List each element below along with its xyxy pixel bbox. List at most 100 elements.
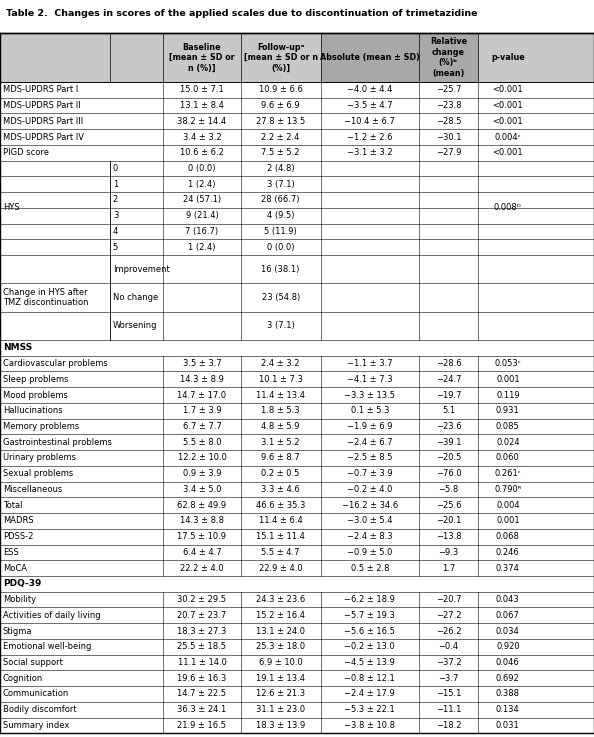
FancyBboxPatch shape bbox=[0, 592, 594, 607]
Text: −1.1 ± 3.7: −1.1 ± 3.7 bbox=[347, 359, 393, 368]
Text: 19.1 ± 13.4: 19.1 ± 13.4 bbox=[256, 674, 305, 682]
FancyBboxPatch shape bbox=[0, 702, 594, 718]
Text: Emotional well-being: Emotional well-being bbox=[3, 642, 91, 652]
Text: MoCA: MoCA bbox=[3, 564, 27, 573]
Text: MDS-UPDRS Part IV: MDS-UPDRS Part IV bbox=[3, 133, 84, 142]
Text: 12.6 ± 21.3: 12.6 ± 21.3 bbox=[256, 690, 305, 699]
Text: 10.6 ± 6.2: 10.6 ± 6.2 bbox=[180, 148, 224, 157]
Text: 0.043: 0.043 bbox=[496, 595, 520, 604]
FancyBboxPatch shape bbox=[0, 82, 594, 98]
Text: 22.9 ± 4.0: 22.9 ± 4.0 bbox=[259, 564, 302, 573]
Text: 0.085: 0.085 bbox=[496, 422, 520, 431]
Text: 0: 0 bbox=[113, 164, 118, 173]
Text: −3.7: −3.7 bbox=[438, 674, 459, 682]
Text: 3.1 ± 5.2: 3.1 ± 5.2 bbox=[261, 438, 300, 447]
Text: Cardiovascular problems: Cardiovascular problems bbox=[3, 359, 108, 368]
Text: 10.9 ± 6.6: 10.9 ± 6.6 bbox=[259, 85, 302, 94]
Text: p-value: p-value bbox=[491, 53, 525, 62]
Text: Bodily discomfort: Bodily discomfort bbox=[3, 705, 77, 714]
Text: −30.1: −30.1 bbox=[436, 133, 461, 142]
Text: 0.053ᶜ: 0.053ᶜ bbox=[494, 359, 522, 368]
Text: Cognition: Cognition bbox=[3, 674, 43, 682]
Text: Activities of daily living: Activities of daily living bbox=[3, 611, 100, 620]
Text: −1.2 ± 2.6: −1.2 ± 2.6 bbox=[347, 133, 393, 142]
Text: −5.8: −5.8 bbox=[438, 485, 459, 494]
Text: Mobility: Mobility bbox=[3, 595, 36, 604]
Text: <0.001: <0.001 bbox=[492, 116, 523, 126]
Text: 30.2 ± 29.5: 30.2 ± 29.5 bbox=[178, 595, 226, 604]
Text: −23.8: −23.8 bbox=[435, 101, 462, 110]
Text: 13.1 ± 24.0: 13.1 ± 24.0 bbox=[256, 626, 305, 635]
Text: 1 (2.4): 1 (2.4) bbox=[188, 242, 216, 251]
Text: 9.6 ± 6.9: 9.6 ± 6.9 bbox=[261, 101, 300, 110]
Text: 14.3 ± 8.8: 14.3 ± 8.8 bbox=[180, 517, 224, 525]
Text: −76.0: −76.0 bbox=[435, 469, 462, 478]
Text: −4.5 ± 13.9: −4.5 ± 13.9 bbox=[345, 658, 395, 667]
Text: 0.388: 0.388 bbox=[496, 690, 520, 699]
FancyBboxPatch shape bbox=[0, 371, 594, 387]
FancyBboxPatch shape bbox=[0, 129, 594, 145]
Text: −2.5 ± 8.5: −2.5 ± 8.5 bbox=[347, 453, 393, 463]
Text: −3.8 ± 10.8: −3.8 ± 10.8 bbox=[345, 721, 395, 730]
Text: 62.8 ± 49.9: 62.8 ± 49.9 bbox=[178, 500, 226, 510]
Text: 6.7 ± 7.7: 6.7 ± 7.7 bbox=[182, 422, 222, 431]
Text: −20.1: −20.1 bbox=[436, 517, 461, 525]
Text: −9.3: −9.3 bbox=[438, 548, 459, 557]
Text: 14.3 ± 8.9: 14.3 ± 8.9 bbox=[180, 375, 224, 384]
Text: 0.004: 0.004 bbox=[496, 500, 520, 510]
FancyBboxPatch shape bbox=[0, 33, 594, 82]
Text: −39.1: −39.1 bbox=[436, 438, 461, 447]
Text: 2.4 ± 3.2: 2.4 ± 3.2 bbox=[261, 359, 300, 368]
Text: −19.7: −19.7 bbox=[436, 391, 461, 399]
Text: 10.1 ± 7.3: 10.1 ± 7.3 bbox=[259, 375, 302, 384]
Text: 22.2 ± 4.0: 22.2 ± 4.0 bbox=[180, 564, 224, 573]
Text: −10.4 ± 6.7: −10.4 ± 6.7 bbox=[345, 116, 395, 126]
Text: 0 (0.0): 0 (0.0) bbox=[267, 242, 295, 251]
Text: 5.5 ± 4.7: 5.5 ± 4.7 bbox=[261, 548, 300, 557]
FancyBboxPatch shape bbox=[0, 240, 594, 255]
Text: 0.246: 0.246 bbox=[496, 548, 520, 557]
Text: −3.0 ± 5.4: −3.0 ± 5.4 bbox=[347, 517, 393, 525]
FancyBboxPatch shape bbox=[0, 356, 594, 371]
Text: 0.9 ± 3.9: 0.9 ± 3.9 bbox=[183, 469, 221, 478]
Text: −23.6: −23.6 bbox=[435, 422, 462, 431]
Text: −37.2: −37.2 bbox=[435, 658, 462, 667]
Text: 4.8 ± 5.9: 4.8 ± 5.9 bbox=[261, 422, 300, 431]
Text: 2: 2 bbox=[113, 195, 118, 204]
Text: 0.034: 0.034 bbox=[496, 626, 520, 635]
Text: Worsening: Worsening bbox=[113, 321, 157, 330]
Text: −0.2 ± 13.0: −0.2 ± 13.0 bbox=[345, 642, 395, 652]
Text: −25.6: −25.6 bbox=[436, 500, 461, 510]
Text: 0.5 ± 2.8: 0.5 ± 2.8 bbox=[350, 564, 389, 573]
Text: 15.2 ± 16.4: 15.2 ± 16.4 bbox=[256, 611, 305, 620]
Text: 0.001: 0.001 bbox=[496, 517, 520, 525]
Text: 11.1 ± 14.0: 11.1 ± 14.0 bbox=[178, 658, 226, 667]
Text: −0.8 ± 12.1: −0.8 ± 12.1 bbox=[345, 674, 395, 682]
Text: 4: 4 bbox=[113, 227, 118, 236]
Text: 2.2 ± 2.4: 2.2 ± 2.4 bbox=[261, 133, 300, 142]
FancyBboxPatch shape bbox=[321, 33, 478, 82]
Text: −27.9: −27.9 bbox=[436, 148, 461, 157]
Text: 0.068: 0.068 bbox=[496, 532, 520, 541]
Text: 9 (21.4): 9 (21.4) bbox=[185, 212, 219, 220]
Text: MDS-UPDRS Part II: MDS-UPDRS Part II bbox=[3, 101, 81, 110]
Text: −20.7: −20.7 bbox=[436, 595, 461, 604]
Text: Urinary problems: Urinary problems bbox=[3, 453, 76, 463]
Text: 27.8 ± 13.5: 27.8 ± 13.5 bbox=[256, 116, 305, 126]
Text: 18.3 ± 27.3: 18.3 ± 27.3 bbox=[177, 626, 227, 635]
Text: Sleep problems: Sleep problems bbox=[3, 375, 68, 384]
Text: Relative
change
(%)ᵇ
(mean): Relative change (%)ᵇ (mean) bbox=[430, 38, 467, 77]
FancyBboxPatch shape bbox=[0, 255, 594, 283]
Text: <0.001: <0.001 bbox=[492, 148, 523, 157]
Text: Improvement: Improvement bbox=[113, 265, 170, 273]
Text: 3 (7.1): 3 (7.1) bbox=[267, 321, 295, 330]
Text: −25.7: −25.7 bbox=[436, 85, 461, 94]
Text: −28.5: −28.5 bbox=[436, 116, 461, 126]
Text: 0.920: 0.920 bbox=[496, 642, 520, 652]
FancyBboxPatch shape bbox=[0, 419, 594, 434]
Text: 0.1 ± 5.3: 0.1 ± 5.3 bbox=[350, 406, 389, 415]
Text: 28 (66.7): 28 (66.7) bbox=[261, 195, 300, 204]
Text: −0.4: −0.4 bbox=[438, 642, 459, 652]
Text: 3.3 ± 4.6: 3.3 ± 4.6 bbox=[261, 485, 300, 494]
Text: 5.1: 5.1 bbox=[442, 406, 455, 415]
